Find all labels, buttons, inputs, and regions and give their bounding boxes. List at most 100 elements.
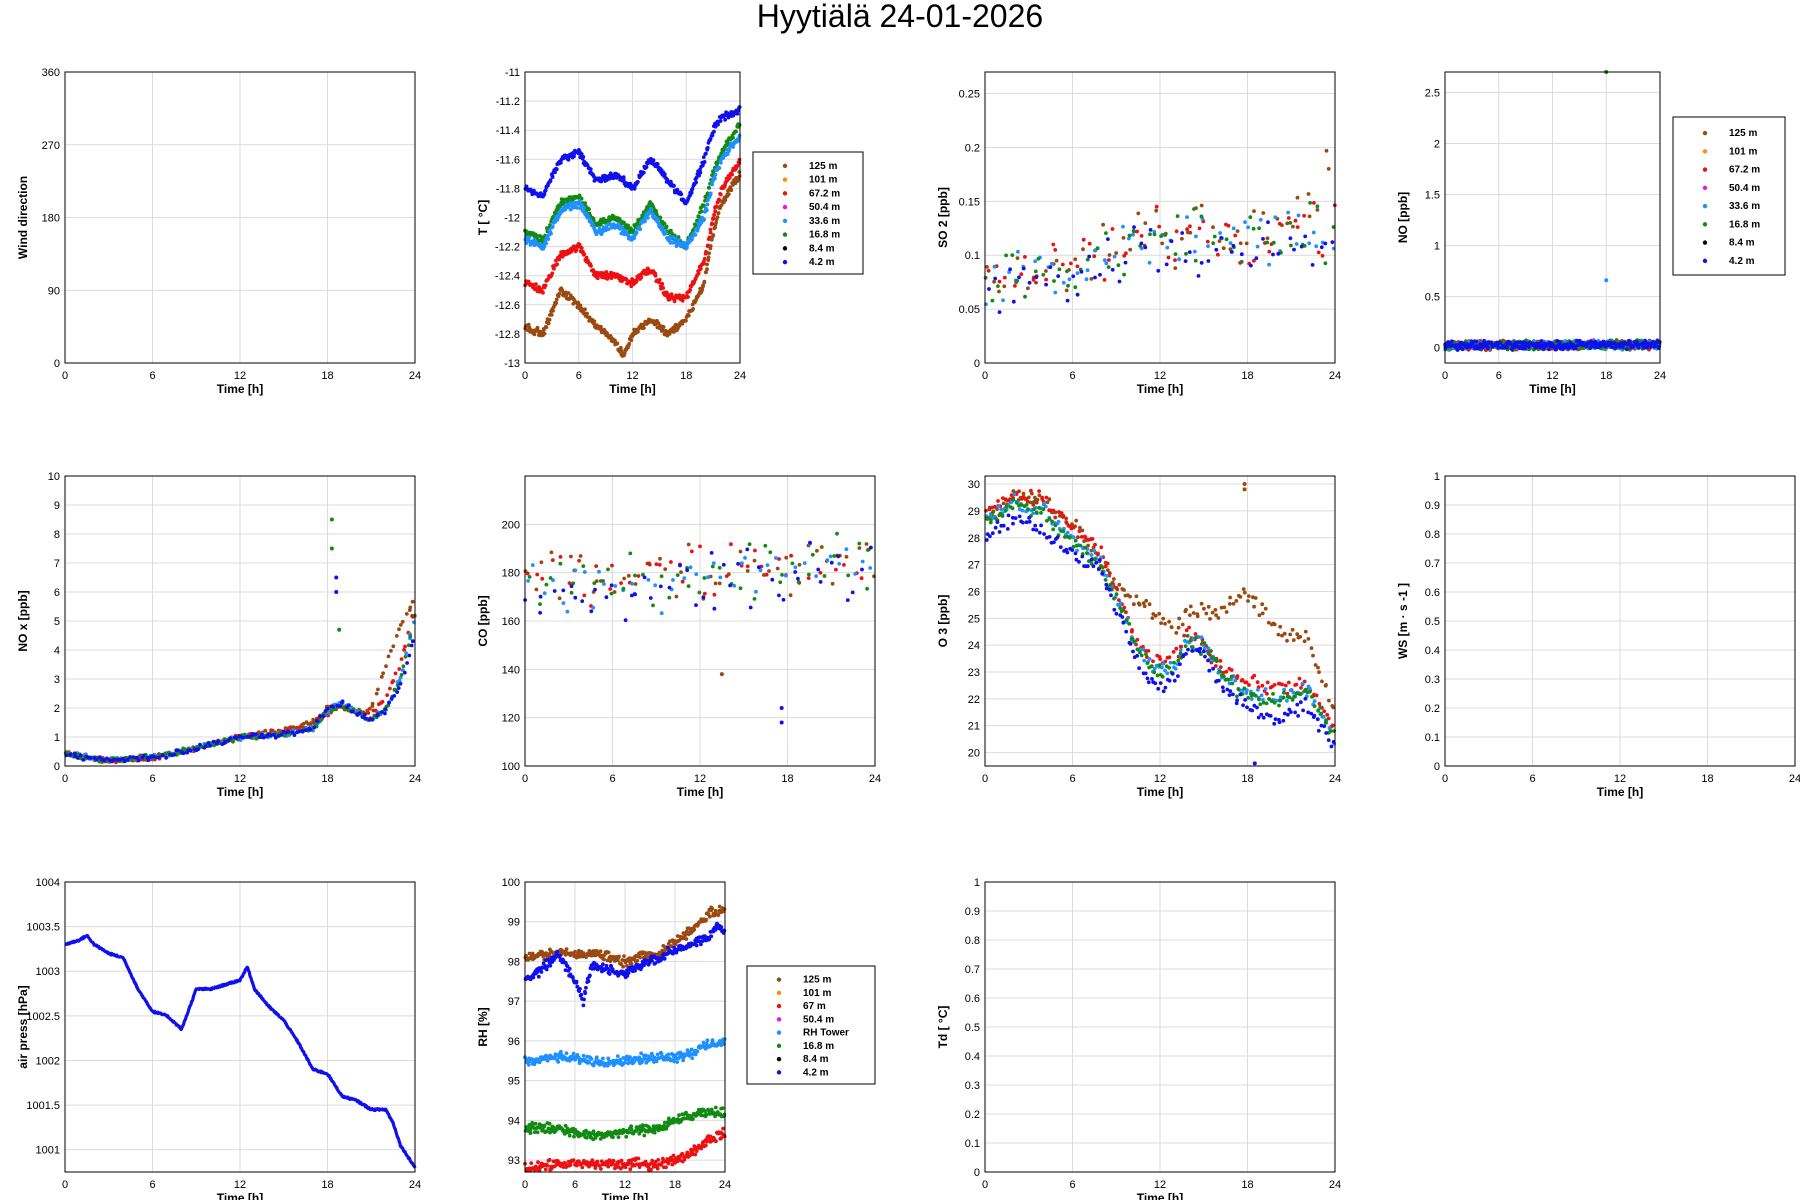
data-point [736,561,740,566]
data-point [408,605,413,610]
data-point [559,160,563,165]
data-point [1118,601,1123,606]
data-point [286,729,291,734]
data-point [1206,604,1211,609]
data-point [1191,611,1196,615]
data-point [1657,340,1662,345]
data-point [1194,234,1198,239]
data-point [1177,257,1181,262]
x-tick-label: 12 [234,370,246,382]
data-point [527,235,531,240]
data-point [530,563,535,567]
y-tick-label: 29 [968,506,980,518]
data-point [1188,638,1193,643]
data-point [75,755,80,760]
data-point [558,555,563,559]
data-point [1515,340,1520,345]
data-point [788,593,793,598]
data-point [1110,227,1115,231]
data-point [865,586,869,591]
data-point [569,554,573,559]
y-tick-label: 21 [968,721,980,733]
data-point [726,192,731,197]
data-point [362,712,367,717]
data-point [988,534,992,539]
data-point [659,574,664,579]
data-point [1327,698,1331,703]
data-point [88,756,93,760]
data-point [1121,224,1125,229]
legend-marker [1702,203,1708,209]
data-point [1066,283,1070,288]
data-point [1010,253,1015,257]
data-point [1195,614,1200,619]
legend-marker [782,259,788,265]
data-point [1107,571,1112,576]
data-point [1084,277,1089,282]
data-point [579,246,584,250]
data-point [718,192,723,197]
data-point [383,707,388,711]
y-tick-label: 0 [974,358,980,370]
data-point [748,605,753,610]
data-point [713,172,718,177]
x-tick-label: 6 [1069,773,1075,785]
data-point [671,578,675,582]
data-point [1029,488,1033,493]
data-point [1252,209,1256,214]
data-point [819,545,824,549]
data-point [572,154,576,159]
legend-label: 33.6 m [1729,201,1760,212]
y-tick-label: 0.15 [959,196,980,208]
data-point [136,758,141,763]
legend-marker [782,204,788,210]
data-point [1239,259,1244,264]
data-point [1224,610,1229,614]
data-point [996,499,1000,503]
data-point [1218,669,1222,674]
x-tick-label: 12 [1154,773,1166,785]
data-point [661,325,666,329]
legend-marker [1702,222,1708,227]
data-point [525,571,530,576]
data-point [599,179,604,184]
data-point [1135,229,1139,234]
data-point [822,574,827,578]
data-point [391,644,396,649]
data-point [712,129,716,134]
y-tick-label: 0 [1434,343,1440,355]
data-point [1106,265,1111,269]
data-point [318,714,322,719]
data-point [1257,613,1262,618]
data-point [1197,226,1202,231]
data-point [1231,226,1236,231]
legend-marker [782,246,788,251]
data-point [1159,621,1163,625]
data-point [1071,525,1076,530]
data-point [752,558,757,563]
data-point [351,709,355,714]
data-point [1012,492,1017,497]
data-point [711,233,716,237]
data-point [1310,263,1315,267]
data-point [315,719,320,724]
data-point [688,565,693,570]
data-point [1157,224,1162,229]
data-point [1185,227,1189,232]
data-point [1024,503,1029,507]
data-point [1180,236,1184,241]
data-point [312,725,317,730]
data-point [340,699,345,704]
y-tick-label: 180 [502,568,520,580]
data-point [779,706,784,710]
data-point [561,601,566,605]
data-point [702,256,707,261]
legend-label: 8.4 m [1729,238,1755,249]
data-point [1174,646,1179,651]
data-point [550,558,555,562]
data-point [1208,617,1212,621]
data-point [592,581,597,585]
data-point [1107,253,1112,257]
data-point [409,643,414,648]
data-point [1231,243,1236,248]
